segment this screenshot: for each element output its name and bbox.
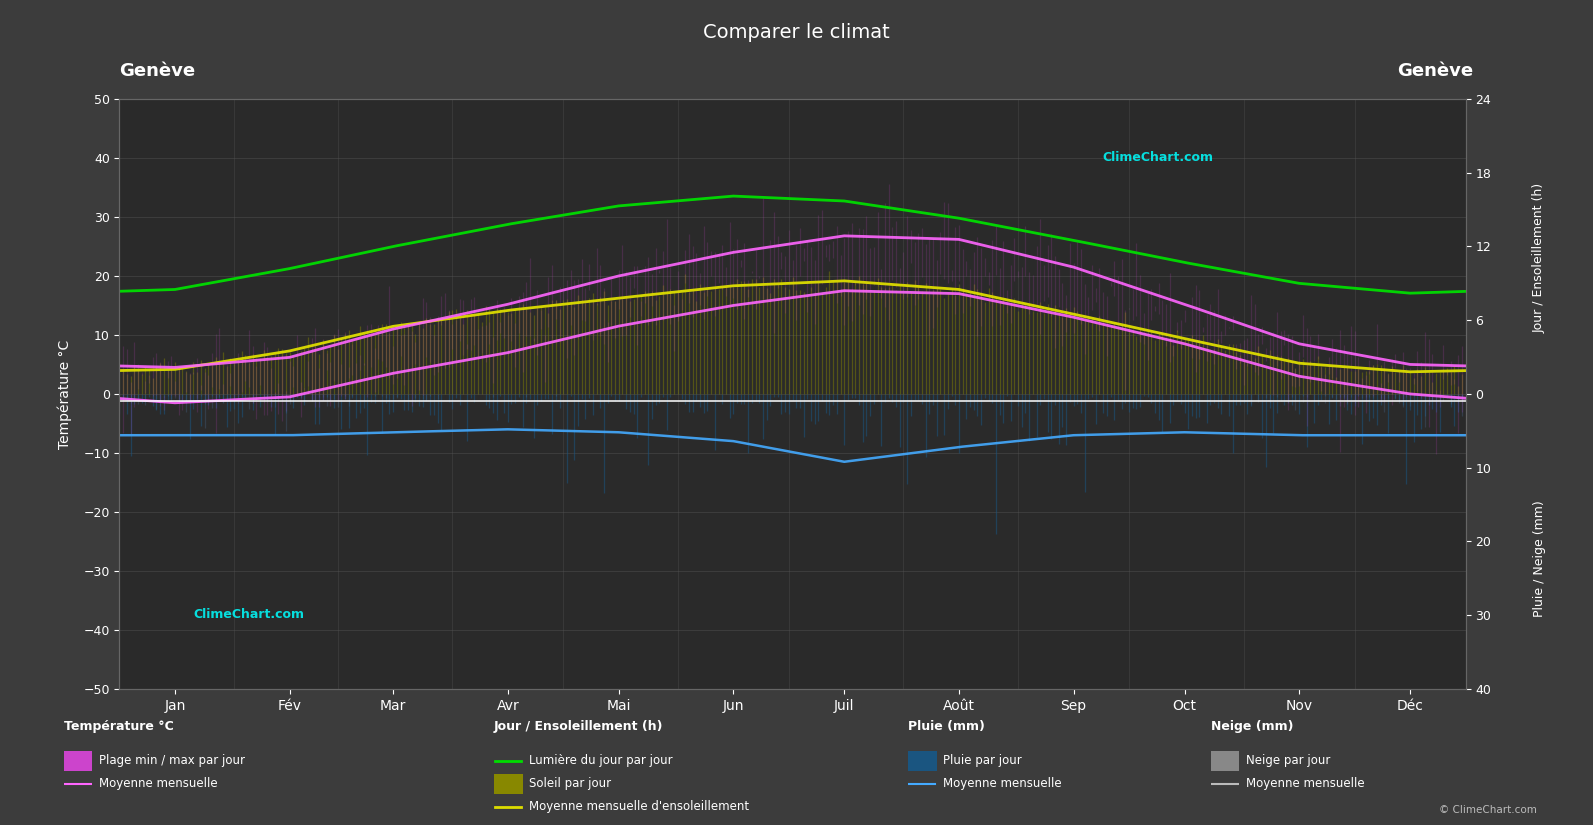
- Text: © ClimeChart.com: © ClimeChart.com: [1440, 805, 1537, 815]
- Text: Jour / Ensoleillement (h): Jour / Ensoleillement (h): [494, 720, 663, 733]
- Text: Genève: Genève: [119, 62, 196, 80]
- Text: Moyenne mensuelle d'ensoleillement: Moyenne mensuelle d'ensoleillement: [529, 800, 749, 813]
- Text: Température °C: Température °C: [64, 720, 174, 733]
- Text: Moyenne mensuelle: Moyenne mensuelle: [99, 777, 217, 790]
- Text: Moyenne mensuelle: Moyenne mensuelle: [1246, 777, 1364, 790]
- Y-axis label: Température °C: Température °C: [57, 339, 72, 449]
- Text: Pluie (mm): Pluie (mm): [908, 720, 984, 733]
- Text: Neige par jour: Neige par jour: [1246, 754, 1330, 767]
- Text: Comparer le climat: Comparer le climat: [703, 23, 890, 42]
- Text: Pluie / Neige (mm): Pluie / Neige (mm): [1532, 501, 1547, 617]
- Text: ClimeChart.com: ClimeChart.com: [1102, 151, 1214, 164]
- Text: Genève: Genève: [1397, 62, 1474, 80]
- Text: Soleil par jour: Soleil par jour: [529, 777, 612, 790]
- Text: ClimeChart.com: ClimeChart.com: [193, 608, 304, 621]
- Text: Plage min / max par jour: Plage min / max par jour: [99, 754, 245, 767]
- Text: Moyenne mensuelle: Moyenne mensuelle: [943, 777, 1061, 790]
- Text: Neige (mm): Neige (mm): [1211, 720, 1294, 733]
- Text: Jour / Ensoleillement (h): Jour / Ensoleillement (h): [1532, 183, 1547, 333]
- Text: Pluie par jour: Pluie par jour: [943, 754, 1021, 767]
- Text: Lumière du jour par jour: Lumière du jour par jour: [529, 754, 672, 767]
